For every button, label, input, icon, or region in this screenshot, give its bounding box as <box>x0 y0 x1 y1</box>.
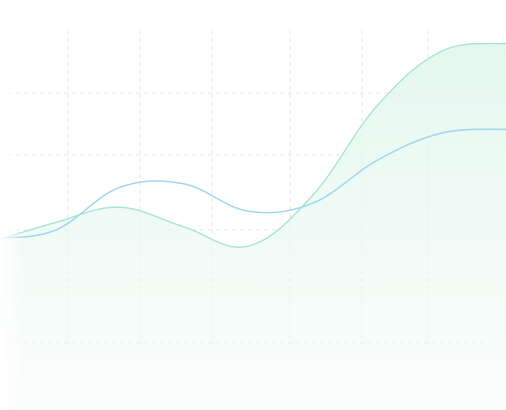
area-fill <box>0 43 506 410</box>
left-fade-overlay <box>0 0 120 410</box>
top-fade-overlay <box>0 0 506 40</box>
